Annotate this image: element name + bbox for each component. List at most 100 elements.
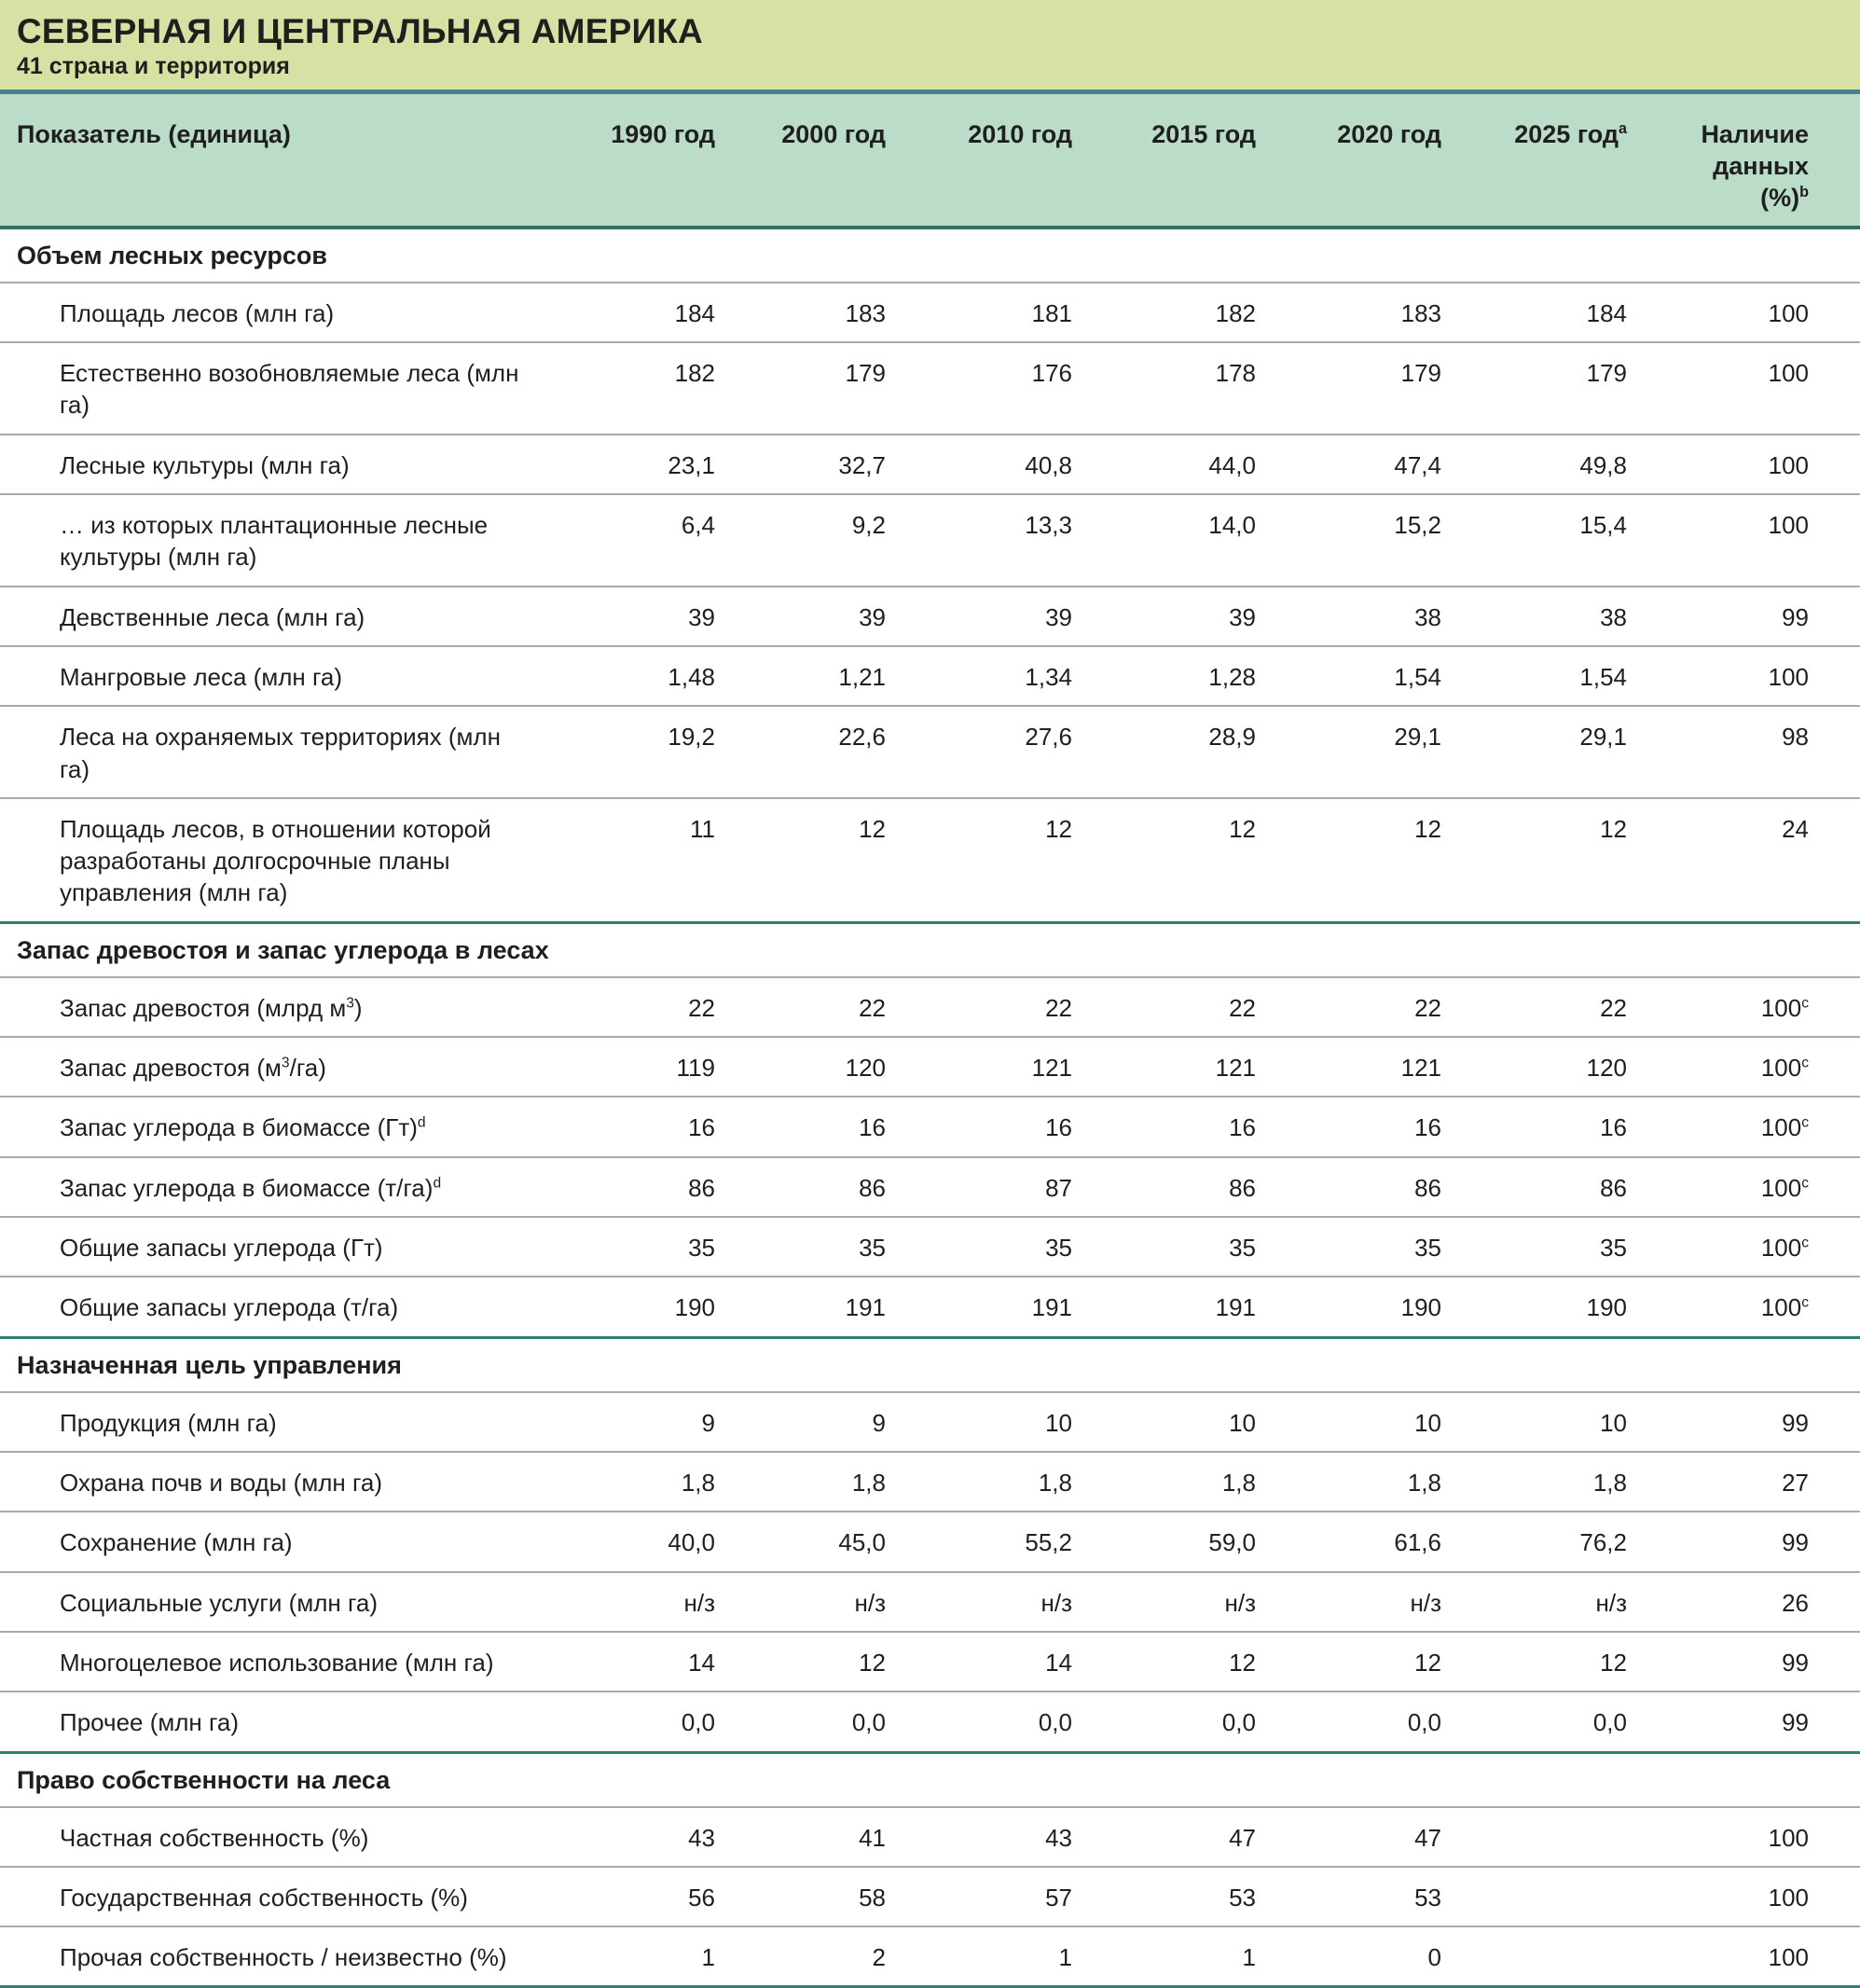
value-cell: 100 — [1627, 434, 1860, 495]
value-cell: 190 — [559, 1277, 715, 1339]
value-cell: 1,48 — [559, 645, 715, 708]
value-cell: 179 — [1256, 342, 1441, 435]
row-label-text: Охрана почв и воды (млн га) — [60, 1468, 382, 1497]
value-cell: 176 — [886, 342, 1072, 435]
table-row: Естественно возобновляемые леса (млн га)… — [0, 342, 1860, 435]
value-cell: 1,21 — [715, 645, 886, 708]
section-heading: Право собственности на леса — [0, 1750, 1860, 1808]
value-cell: 100c — [1627, 1156, 1860, 1219]
value-cell: 1 — [1072, 1926, 1256, 1988]
value-cell: 121 — [1256, 1037, 1441, 1098]
value-cell: 16 — [1072, 1097, 1256, 1158]
row-label: Запас углерода в биомассе (т/га)d — [0, 1156, 559, 1219]
section-row: Запас древостоя и запас углерода в лесах — [0, 920, 1860, 978]
value-cell: 38 — [1441, 586, 1627, 647]
value-cell: 10 — [1441, 1391, 1627, 1453]
row-label: Мангровые леса (млн га) — [0, 645, 559, 708]
row-label: Запас древостоя (м3/га) — [0, 1037, 559, 1098]
column-header: 2025 годa — [1441, 94, 1627, 229]
section-row: Объем лесных ресурсов — [0, 227, 1860, 283]
value-cell: 14,0 — [1072, 493, 1256, 587]
value-cell: 1,8 — [1441, 1451, 1627, 1513]
value-cell: 179 — [1441, 342, 1627, 435]
value-cell: 11 — [559, 797, 715, 924]
value-cell: 191 — [715, 1277, 886, 1339]
row-label-text: Запас древостоя (млрд м3) — [60, 993, 363, 1022]
region-header: СЕВЕРНАЯ И ЦЕНТРАЛЬНАЯ АМЕРИКА 41 страна… — [0, 0, 1860, 95]
value-cell: 47 — [1072, 1806, 1256, 1868]
value-cell: 53 — [1256, 1866, 1441, 1928]
row-label-text: Государственная собственность (%) — [60, 1883, 468, 1912]
value-cell: 22 — [715, 976, 886, 1039]
value-cell: 1 — [559, 1926, 715, 1988]
table-row: Частная собственность (%) 43 41 43 47 47 100 — [0, 1806, 1860, 1868]
value-cell: н/з — [1072, 1571, 1256, 1633]
value-cell: 49,8 — [1441, 434, 1627, 495]
value-cell: 182 — [1072, 282, 1256, 344]
table-row: Государственная собственность (%) 56 58 57 5… — [0, 1866, 1860, 1928]
value-cell: 12 — [1256, 797, 1441, 924]
superscript: c — [1801, 1114, 1809, 1131]
row-label: Леса на охраняемых территориях (млн га) — [0, 706, 559, 799]
row-label-text: Запас углерода в биомассе (т/га)d — [60, 1173, 442, 1202]
value-cell: 15,2 — [1256, 493, 1441, 587]
value-cell: 29,1 — [1256, 706, 1441, 799]
value-cell: 100c — [1627, 1277, 1860, 1339]
superscript: c — [1801, 1175, 1809, 1192]
value-cell: 100c — [1627, 1037, 1860, 1098]
row-label: Площадь лесов, в отношении которой разра… — [0, 797, 559, 924]
column-header: 2010 год — [886, 94, 1072, 229]
section-heading: Объем лесных ресурсов — [0, 227, 1860, 283]
value-cell: 1 — [886, 1926, 1072, 1988]
value-cell: 119 — [559, 1037, 715, 1098]
value-cell: н/з — [1256, 1571, 1441, 1633]
row-label: Девственные леса (млн га) — [0, 586, 559, 647]
value-cell: 86 — [559, 1156, 715, 1219]
value-cell: 191 — [1072, 1277, 1256, 1339]
header-row: Показатель (единица) 1990 год 2000 год 2010… — [0, 94, 1860, 229]
value-cell: 43 — [886, 1806, 1072, 1868]
value-cell: 1,8 — [559, 1451, 715, 1513]
value-cell: 100c — [1627, 1097, 1860, 1158]
value-cell: 13,3 — [886, 493, 1072, 587]
value-cell: 121 — [1072, 1037, 1256, 1098]
section-heading: Запас древостоя и запас углерода в лесах — [0, 920, 1860, 978]
table-row: Запас углерода в биомассе (т/га)d 86 86 87 8… — [0, 1156, 1860, 1219]
value-cell: 98 — [1627, 706, 1860, 799]
value-cell: 9 — [715, 1391, 886, 1453]
value-cell: 43 — [559, 1806, 715, 1868]
value-cell: 100 — [1627, 1806, 1860, 1868]
value-cell: 22 — [1256, 976, 1441, 1039]
table-row: Общие запасы углерода (Гт) 35 35 35 35 35 35 10… — [0, 1217, 1860, 1278]
row-label-text: Леса на охраняемых территориях (млн га) — [60, 723, 501, 783]
value-cell: 0,0 — [1072, 1691, 1256, 1753]
value-cell: 12 — [886, 797, 1072, 924]
value-cell: 179 — [715, 342, 886, 435]
value-cell: 120 — [1441, 1037, 1627, 1098]
row-label: Сохранение (млн га) — [0, 1512, 559, 1573]
table-row: Леса на охраняемых территориях (млн га) 1… — [0, 706, 1860, 799]
value-cell: 16 — [1441, 1097, 1627, 1158]
column-header: 2000 год — [715, 94, 886, 229]
value-cell: 47,4 — [1256, 434, 1441, 495]
value-cell: 99 — [1627, 586, 1860, 647]
value-cell: 120 — [715, 1037, 886, 1098]
value-cell: 56 — [559, 1866, 715, 1928]
value-cell: 35 — [1072, 1217, 1256, 1278]
value-cell: 1,34 — [886, 645, 1072, 708]
value-cell: 182 — [559, 342, 715, 435]
value-cell: 99 — [1627, 1391, 1860, 1453]
value-cell: 39 — [886, 586, 1072, 647]
row-label: Прочая собственность / неизвестно (%) — [0, 1926, 559, 1988]
value-cell: 14 — [886, 1631, 1072, 1693]
value-cell: н/з — [1441, 1571, 1627, 1633]
value-cell: 9,2 — [715, 493, 886, 587]
value-cell: 100 — [1627, 342, 1860, 435]
row-label-text: Общие запасы углерода (т/га) — [60, 1293, 399, 1322]
value-cell: 39 — [715, 586, 886, 647]
value-cell: н/з — [715, 1571, 886, 1633]
value-cell: 181 — [886, 282, 1072, 344]
row-label-text: Продукция (млн га) — [60, 1408, 277, 1437]
row-label: Социальные услуги (млн га) — [0, 1571, 559, 1633]
